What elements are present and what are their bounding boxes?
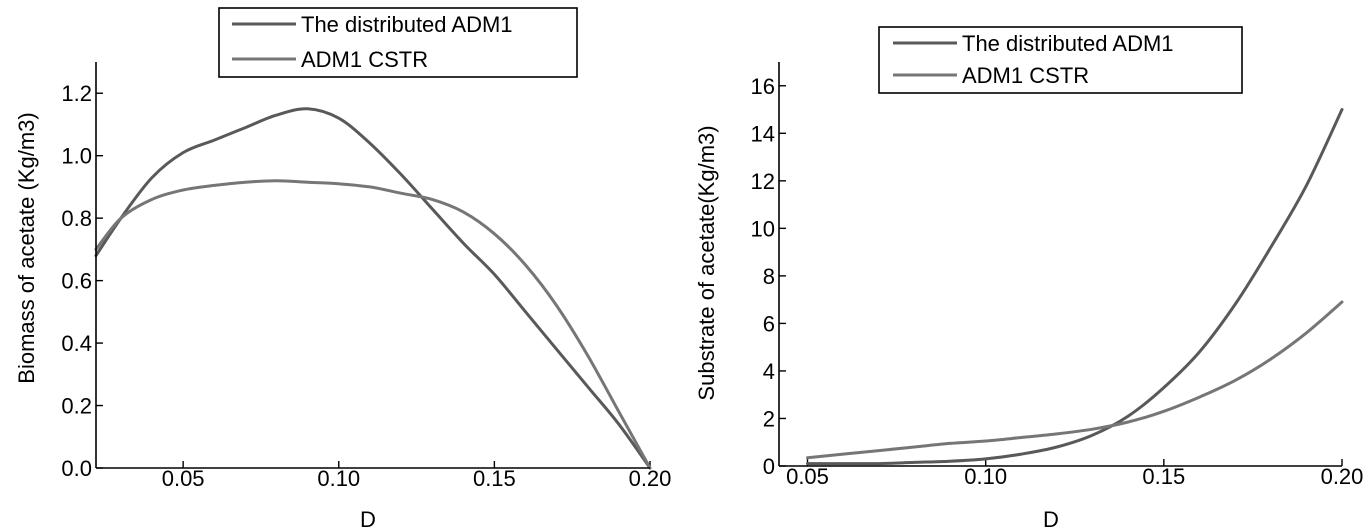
left-y-tick-label: 0.8 — [61, 206, 92, 231]
right-y-tick-label: 4 — [763, 359, 775, 384]
right-y-tick-label: 6 — [763, 311, 775, 336]
left-ylabel: Biomass of acetate (Kg/m3) — [14, 112, 39, 383]
left-y-tick-label: 0.6 — [61, 269, 92, 294]
left-y-tick-label: 1.2 — [61, 81, 92, 106]
right-legend-label-cstr: ADM1 CSTR — [962, 63, 1089, 88]
right-series-adm1-cstr — [806, 300, 1344, 460]
left-x-tick-label: 0.05 — [162, 466, 205, 491]
right-y-tick-label: 12 — [751, 169, 775, 194]
right-x-tick-label: 0.20 — [1321, 464, 1364, 489]
right-y-tick-label: 10 — [751, 216, 775, 241]
left-legend: The distributed ADM1 ADM1 CSTR — [218, 7, 578, 78]
right-x-tick-label: 0.05 — [786, 464, 829, 489]
left-y-tick-label: 1.0 — [61, 144, 92, 169]
right-chart: Substrate of acetate(Kg/m3) D 0 2 4 6 8 10 12 1… — [694, 26, 1364, 531]
left-series-distributed-adm1 — [94, 107, 652, 470]
right-y-tick-label: 2 — [763, 406, 775, 431]
right-xlabel: D — [1043, 507, 1059, 531]
right-series — [806, 108, 1344, 466]
left-xlabel: D — [360, 507, 376, 531]
left-legend-box — [218, 7, 578, 78]
right-y-tick-label: 8 — [763, 264, 775, 289]
left-ticks: 0.0 0.2 0.4 0.6 0.8 1.0 1.2 0.05 0.10 0.15 0.20 — [61, 81, 671, 491]
right-y-tick-label: 14 — [751, 121, 775, 146]
left-x-tick-label: 0.10 — [317, 466, 360, 491]
left-x-tick-label: 0.15 — [473, 466, 516, 491]
left-series-adm1-cstr — [94, 179, 652, 470]
left-series — [94, 107, 652, 470]
left-legend-label-distributed: The distributed ADM1 — [301, 12, 513, 37]
right-x-tick-label: 0.15 — [1142, 464, 1185, 489]
right-legend-box — [878, 26, 1243, 94]
left-legend-label-cstr: ADM1 CSTR — [301, 47, 428, 72]
left-y-tick-label: 0.2 — [61, 394, 92, 419]
right-y-tick-label: 16 — [751, 74, 775, 99]
left-x-tick-label: 0.20 — [629, 466, 672, 491]
left-y-tick-label: 0.0 — [61, 456, 92, 481]
right-legend-label-distributed: The distributed ADM1 — [962, 31, 1174, 56]
right-x-tick-label: 0.10 — [964, 464, 1007, 489]
left-chart: Biomass of acetate (Kg/m3) D 0.00.20.40.… — [14, 7, 671, 531]
right-ticks: 0 2 4 6 8 10 12 14 16 0.05 0.10 0.15 0.20 — [751, 74, 1364, 489]
right-y-tick-label: 0 — [763, 454, 775, 479]
right-ylabel: Substrate of acetate(Kg/m3) — [694, 125, 719, 400]
left-y-tick-label: 0.4 — [61, 331, 92, 356]
right-series-distributed-adm1 — [806, 108, 1344, 466]
right-legend: The distributed ADM1 ADM1 CSTR — [878, 26, 1243, 94]
